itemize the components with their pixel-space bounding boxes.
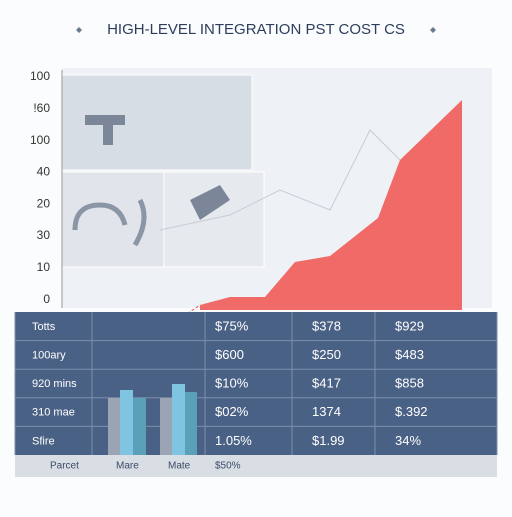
cell: $858	[395, 376, 424, 391]
cell: $929	[395, 318, 424, 333]
bar	[185, 392, 197, 455]
cell: $75%	[215, 318, 249, 333]
axis-label: 100	[30, 69, 50, 83]
cell: $.392	[395, 404, 428, 419]
footer: Parcet Mare Mate $50%	[50, 461, 241, 472]
axis-label: 40	[37, 165, 51, 179]
cell: $600	[215, 347, 244, 362]
table: Totts $75% $378 $929 100ary $600 $250 $483 920 m…	[14, 312, 498, 455]
cell: $483	[395, 347, 424, 362]
axis-label: 20	[37, 196, 51, 210]
icon	[85, 115, 230, 220]
bar	[133, 398, 146, 455]
axis-label: 10	[37, 260, 51, 274]
cell: 1374	[312, 404, 341, 419]
panel	[163, 171, 265, 268]
cell: $378	[312, 318, 341, 333]
bar	[172, 384, 185, 455]
cell: $250	[312, 347, 341, 362]
cell: $1.99	[312, 433, 345, 448]
axis-label: !60	[33, 101, 50, 115]
table-footer	[15, 455, 497, 477]
row-label: Totts	[32, 321, 56, 333]
cell: $417	[312, 376, 341, 391]
bar	[120, 390, 133, 455]
cell: $10%	[215, 376, 249, 391]
cell: $02%	[215, 404, 249, 419]
title: HIGH-LEVEL INTEGRATION PST COST CS	[107, 21, 405, 38]
row-label: 100ary	[32, 350, 66, 362]
footer-label: $50%	[215, 461, 241, 472]
area	[200, 100, 462, 310]
row-label: 310 mae	[32, 407, 75, 419]
footer-label: Mate	[168, 461, 191, 472]
icon	[72, 198, 147, 247]
axis-label: 0	[43, 292, 50, 306]
cell: 1.05%	[215, 433, 252, 448]
cell: 34%	[395, 433, 421, 448]
axis-label: 100	[30, 133, 50, 147]
table-bg	[15, 312, 497, 455]
bar	[160, 398, 172, 455]
footer-label: Parcet	[50, 461, 79, 472]
axis-label: 30	[37, 228, 51, 242]
row-label: Sfire	[32, 435, 55, 447]
row-label: 920 mins	[32, 378, 77, 390]
footer-label: Mare	[116, 461, 139, 472]
bar	[108, 398, 120, 455]
